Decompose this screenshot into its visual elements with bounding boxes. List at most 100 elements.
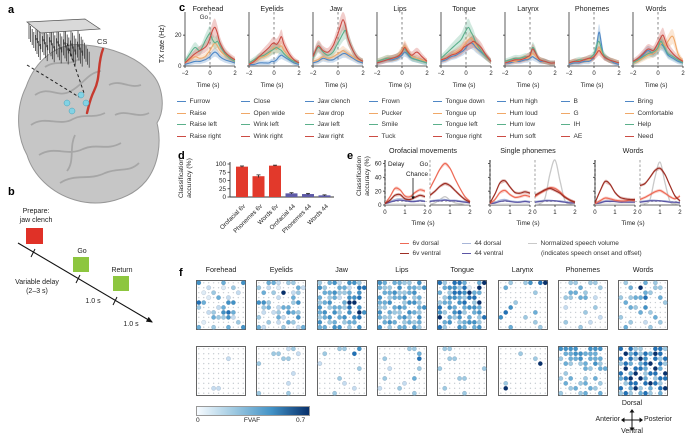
legend-line-swatch (625, 124, 634, 126)
legend-line-swatch (177, 112, 186, 114)
legend-line-swatch (241, 101, 250, 103)
legend-item: Tuck (369, 131, 435, 143)
legend-label: AE (573, 132, 583, 140)
x-axis-label: Time (s) (452, 82, 476, 89)
x-axis-label: Time (s) (644, 82, 668, 89)
compass-anterior: Anterior (595, 416, 620, 423)
x-axis-label: Time (s) (324, 82, 348, 89)
svg-text:50: 50 (219, 178, 227, 185)
svg-text:40: 40 (375, 175, 382, 182)
electrode-grid-row1-larynx (497, 280, 548, 330)
svg-text:2: 2 (528, 209, 532, 216)
legend-words: Bring Comfortable Help Need (625, 96, 685, 142)
svg-text:20: 20 (375, 188, 382, 195)
go-cue-square (73, 257, 89, 272)
legend-item: Hum low (497, 119, 563, 131)
svg-text:0: 0 (528, 71, 532, 77)
legend-line-swatch (497, 135, 506, 137)
svg-text:0: 0 (428, 209, 432, 216)
legend-line-swatch (625, 101, 634, 103)
panel-e-legend: 6v dorsal 6v ventral 44 dorsal 44 ventral No… (400, 238, 685, 262)
legend-label: Pucker (381, 109, 403, 117)
svg-text:20: 20 (175, 33, 182, 39)
plot-title: Tongue (452, 4, 476, 13)
svg-text:0: 0 (208, 71, 212, 77)
legend-label: Bring (637, 98, 653, 106)
legend-line-swatch (305, 112, 314, 114)
duration-2: 1.0 s (123, 321, 139, 328)
svg-text:60: 60 (375, 161, 382, 168)
legend-item: Wink left (241, 119, 307, 131)
electrode-grid-row2-phonemes (557, 346, 608, 396)
svg-text:0: 0 (593, 209, 597, 216)
svg-text:0: 0 (656, 71, 660, 77)
go-label: Go (77, 248, 86, 255)
fvaf-colorbar (196, 406, 310, 416)
electrode-grid-row2-tongue (437, 346, 488, 396)
electrode-grid-row2-words (618, 346, 669, 396)
map-column-title: Eyelids (269, 265, 293, 274)
compass-ventral: Ventral (621, 428, 643, 435)
tuning-plot-words: Words −2 0 2 Time (s) Bring Comfortable Help Nee… (623, 0, 685, 146)
electrode-grid-row1-jaw (316, 280, 367, 330)
legend-label: Wink left (253, 121, 279, 129)
legend-label: Comfortable (637, 109, 674, 117)
legend-line-swatch (561, 135, 570, 137)
legend-item: Jaw clench (305, 96, 371, 108)
svg-text:1: 1 (613, 209, 617, 216)
plot-title: Single phonemes (500, 146, 556, 155)
plot-title: Larynx (517, 4, 539, 13)
bar-orofacial-44 (285, 193, 298, 197)
legend-item: IH (561, 119, 627, 131)
legend-label: Raise left (189, 121, 218, 129)
svg-text:2: 2 (573, 209, 577, 216)
map-column-title: Tongue (450, 265, 474, 274)
bar-phonemes-6v (252, 176, 265, 197)
legend-line-swatch (369, 112, 378, 114)
bar-phonemes-44 (302, 194, 314, 197)
legend-label: Hum high (509, 98, 538, 106)
svg-text:1: 1 (448, 209, 452, 216)
go-annotation: Go (419, 161, 428, 168)
colorbar-max: 0.7 (296, 417, 306, 424)
task-timeline: Prepare: jaw clench Go Return Variable d… (15, 208, 153, 328)
panel-c-tuning-plots: TX rate (Hz) Forehead 0 20 −2 0 2 Go Time (s) Fur… (155, 0, 685, 146)
svg-text:−2: −2 (246, 71, 254, 77)
tuning-plot-phonemes: Phonemes −2 0 2 Time (s) B G IH AE (559, 0, 625, 146)
tuning-plot-eyelids: Eyelids −2 0 2 Time (s) Close Open wide Wink le… (239, 0, 305, 146)
colorbar-min: 0 (196, 417, 200, 424)
legend-item: Tongue left (433, 119, 499, 131)
legend-item: Hum loud (497, 108, 563, 120)
x-axis-label: Time (s) (260, 82, 284, 89)
panel-f-label: f (179, 267, 183, 279)
legend-label: IH (573, 121, 581, 129)
legend-jaw: Jaw clench Jaw drop Jaw left Jaw right (305, 96, 371, 142)
legend-item: Help (625, 119, 685, 131)
timeline-ticks (30, 248, 118, 306)
duration-1: 1.0 s (85, 298, 101, 305)
map-column-title: Phonemes (565, 265, 600, 274)
svg-text:−2: −2 (310, 71, 318, 77)
legend-label: Open wide (253, 109, 286, 117)
plot-title: Words (645, 4, 667, 13)
svg-text:−2: −2 (374, 71, 382, 77)
svg-text:2: 2 (423, 209, 427, 216)
x-axis-label: Time (s) (516, 82, 540, 89)
legend-label: Hum soft (509, 132, 536, 140)
panel-e-label: e (347, 150, 354, 162)
chance-annotation: Chance (406, 171, 428, 178)
legend-label: 6v dorsal (412, 239, 439, 247)
electrode-grid-row2-lips (376, 346, 427, 396)
map-column-title: Words (632, 265, 654, 274)
panel-c-label: c (179, 2, 186, 14)
svg-text:1: 1 (658, 209, 662, 216)
svg-text:2: 2 (489, 71, 493, 77)
legend-line-swatch (369, 124, 378, 126)
legend-line-swatch (462, 252, 471, 254)
svg-text:0: 0 (464, 71, 468, 77)
legend-label: Normalized speech volume (540, 239, 619, 247)
plot-title: Phonemes (574, 4, 610, 13)
legend-line-swatch (177, 124, 186, 126)
panel-f-electrode-maps: Forehead Eyelids Jaw Lips Tongue Larynx Phonem… (165, 262, 685, 440)
tuning-plot-lips: Lips −2 0 2 Time (s) Frown Pucker Smile Tuck (367, 0, 433, 146)
